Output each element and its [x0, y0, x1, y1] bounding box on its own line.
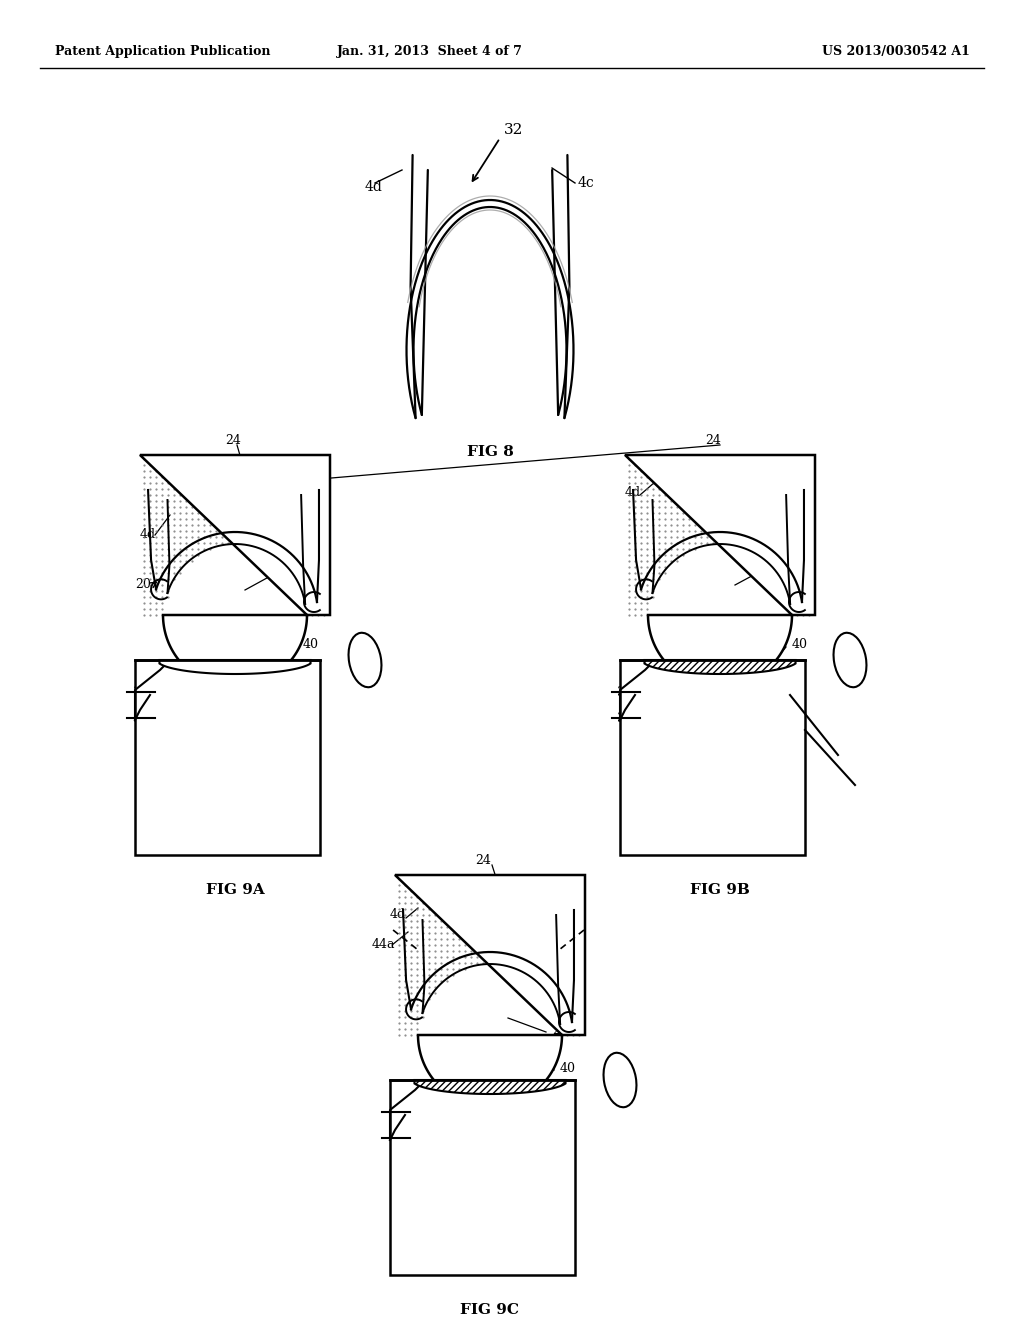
Text: Jan. 31, 2013  Sheet 4 of 7: Jan. 31, 2013 Sheet 4 of 7	[337, 45, 523, 58]
Text: 42: 42	[792, 751, 808, 764]
Text: 4d: 4d	[365, 180, 383, 194]
Text: FIG 9A: FIG 9A	[206, 883, 264, 898]
Text: FIG 9C: FIG 9C	[461, 1303, 519, 1317]
Text: 44b: 44b	[548, 969, 572, 982]
Text: 4b: 4b	[775, 533, 792, 546]
Text: 6: 6	[620, 661, 628, 675]
Polygon shape	[395, 875, 585, 1107]
Text: 4b: 4b	[290, 533, 306, 546]
Polygon shape	[644, 660, 796, 675]
Text: 22: 22	[293, 558, 309, 572]
Ellipse shape	[834, 632, 866, 688]
Text: US 2013/0030542 A1: US 2013/0030542 A1	[822, 45, 970, 58]
Text: 40: 40	[792, 639, 808, 652]
Text: 36: 36	[133, 685, 150, 698]
Text: 4d: 4d	[390, 908, 407, 921]
Text: 36: 36	[617, 685, 633, 698]
Polygon shape	[620, 660, 805, 855]
Text: 40: 40	[303, 639, 319, 652]
Text: 4d: 4d	[140, 528, 156, 541]
Text: 30: 30	[788, 718, 804, 731]
Polygon shape	[160, 660, 310, 675]
Text: 20: 20	[780, 582, 796, 594]
Polygon shape	[390, 1080, 575, 1275]
Text: 24: 24	[475, 854, 490, 866]
Polygon shape	[415, 1080, 565, 1094]
Text: 32: 32	[504, 123, 523, 137]
Text: 22: 22	[552, 1023, 567, 1036]
Polygon shape	[135, 660, 319, 855]
Ellipse shape	[603, 1053, 637, 1107]
Text: 20: 20	[555, 995, 570, 1008]
Polygon shape	[140, 455, 330, 686]
Text: 44a: 44a	[372, 939, 395, 952]
Text: 22: 22	[780, 556, 796, 569]
Text: 24: 24	[705, 433, 721, 446]
Text: 38: 38	[390, 1131, 406, 1144]
Text: FIG 8: FIG 8	[467, 445, 513, 459]
Text: 4c: 4c	[578, 176, 595, 190]
Text: 24: 24	[225, 433, 241, 446]
Text: FIG 9B: FIG 9B	[690, 883, 750, 898]
Ellipse shape	[348, 632, 382, 688]
Text: 36: 36	[545, 1106, 561, 1118]
Text: 4d: 4d	[625, 486, 641, 499]
Text: 6: 6	[135, 661, 143, 675]
Polygon shape	[625, 455, 815, 686]
Text: Patent Application Publication: Patent Application Publication	[55, 45, 270, 58]
Text: 20: 20	[135, 578, 151, 591]
Text: 38: 38	[133, 711, 150, 725]
Text: 4b: 4b	[542, 945, 558, 958]
Text: 40: 40	[560, 1061, 575, 1074]
Text: 38: 38	[617, 711, 633, 725]
